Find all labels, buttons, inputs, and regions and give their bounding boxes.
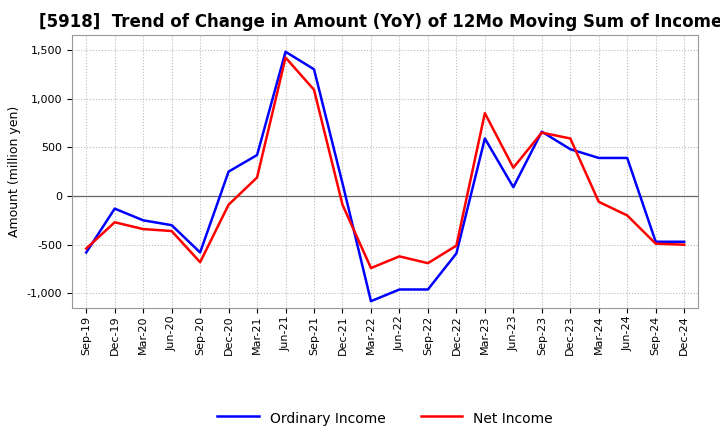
Net Income bbox=[423, 260, 432, 266]
Ordinary Income bbox=[452, 251, 461, 256]
Net Income bbox=[537, 130, 546, 135]
Net Income bbox=[110, 220, 119, 225]
Net Income bbox=[623, 213, 631, 218]
Net Income bbox=[680, 242, 688, 247]
Ordinary Income bbox=[595, 155, 603, 161]
Line: Ordinary Income: Ordinary Income bbox=[86, 52, 684, 301]
Ordinary Income bbox=[652, 239, 660, 244]
Net Income bbox=[338, 202, 347, 207]
Ordinary Income bbox=[82, 250, 91, 255]
Net Income bbox=[225, 202, 233, 207]
Net Income bbox=[366, 265, 375, 271]
Net Income bbox=[282, 55, 290, 60]
Net Income bbox=[310, 87, 318, 92]
Ordinary Income bbox=[196, 250, 204, 255]
Ordinary Income bbox=[566, 147, 575, 152]
Net Income bbox=[595, 199, 603, 205]
Ordinary Income bbox=[253, 152, 261, 158]
Net Income bbox=[652, 241, 660, 246]
Ordinary Income bbox=[537, 129, 546, 134]
Net Income bbox=[452, 243, 461, 248]
Ordinary Income bbox=[366, 299, 375, 304]
Ordinary Income bbox=[680, 239, 688, 244]
Ordinary Income bbox=[423, 287, 432, 292]
Title: [5918]  Trend of Change in Amount (YoY) of 12Mo Moving Sum of Incomes: [5918] Trend of Change in Amount (YoY) o… bbox=[39, 13, 720, 31]
Ordinary Income bbox=[509, 184, 518, 190]
Ordinary Income bbox=[139, 218, 148, 223]
Ordinary Income bbox=[338, 181, 347, 186]
Ordinary Income bbox=[623, 155, 631, 161]
Ordinary Income bbox=[480, 136, 489, 141]
Ordinary Income bbox=[225, 169, 233, 174]
Net Income bbox=[509, 165, 518, 170]
Net Income bbox=[566, 136, 575, 141]
Legend: Ordinary Income, Net Income: Ordinary Income, Net Income bbox=[212, 404, 559, 432]
Net Income bbox=[82, 246, 91, 251]
Net Income bbox=[196, 260, 204, 265]
Ordinary Income bbox=[395, 287, 404, 292]
Ordinary Income bbox=[167, 223, 176, 228]
Ordinary Income bbox=[282, 49, 290, 55]
Ordinary Income bbox=[110, 206, 119, 211]
Ordinary Income bbox=[310, 66, 318, 72]
Line: Net Income: Net Income bbox=[86, 58, 684, 268]
Y-axis label: Amount (million yen): Amount (million yen) bbox=[8, 106, 21, 237]
Net Income bbox=[395, 254, 404, 259]
Net Income bbox=[139, 227, 148, 232]
Net Income bbox=[480, 110, 489, 116]
Net Income bbox=[167, 228, 176, 234]
Net Income bbox=[253, 175, 261, 180]
